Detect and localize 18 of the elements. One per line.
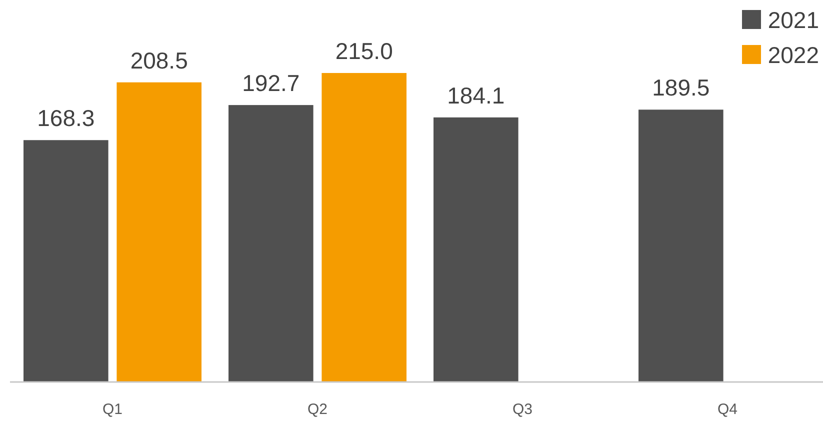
- bar: [228, 105, 314, 382]
- x-tick-label: Q1: [102, 401, 123, 418]
- bar: [116, 82, 202, 382]
- x-tick-label: Q3: [512, 401, 533, 418]
- bar: [638, 110, 724, 382]
- bar: [322, 73, 406, 382]
- x-tick-label: Q4: [717, 401, 738, 418]
- data-label: 215.0: [335, 38, 393, 64]
- data-label: 208.5: [130, 47, 188, 74]
- bar: [24, 140, 108, 382]
- legend-label: 2021: [768, 7, 819, 33]
- legend-label: 2022: [768, 42, 819, 68]
- data-label: 184.1: [447, 82, 505, 108]
- data-label: 189.5: [652, 74, 710, 101]
- bar: [434, 117, 518, 382]
- data-label: 168.3: [37, 105, 95, 132]
- x-tick-label: Q2: [307, 401, 328, 418]
- data-label: 192.7: [242, 70, 300, 96]
